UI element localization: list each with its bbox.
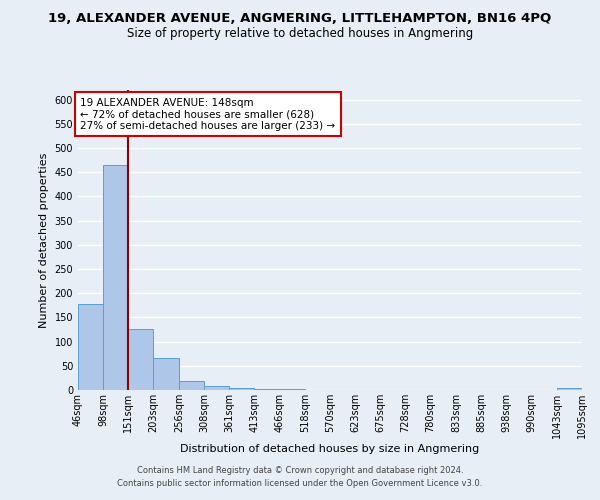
Text: 19, ALEXANDER AVENUE, ANGMERING, LITTLEHAMPTON, BN16 4PQ: 19, ALEXANDER AVENUE, ANGMERING, LITTLEH… [49, 12, 551, 26]
X-axis label: Distribution of detached houses by size in Angmering: Distribution of detached houses by size … [181, 444, 479, 454]
Bar [154, 358, 179, 390]
Bar [78, 304, 103, 390]
Bar [254, 388, 280, 390]
Text: 19 ALEXANDER AVENUE: 148sqm
← 72% of detached houses are smaller (628)
27% of se: 19 ALEXANDER AVENUE: 148sqm ← 72% of det… [80, 98, 335, 130]
Bar [229, 388, 254, 390]
Y-axis label: Number of detached properties: Number of detached properties [39, 152, 49, 328]
Bar [128, 328, 154, 390]
Bar [204, 386, 229, 390]
Text: Contains HM Land Registry data © Crown copyright and database right 2024.
Contai: Contains HM Land Registry data © Crown c… [118, 466, 482, 487]
Bar [557, 388, 582, 390]
Text: Size of property relative to detached houses in Angmering: Size of property relative to detached ho… [127, 28, 473, 40]
Bar [103, 165, 128, 390]
Bar [179, 382, 204, 390]
Bar [280, 388, 305, 390]
